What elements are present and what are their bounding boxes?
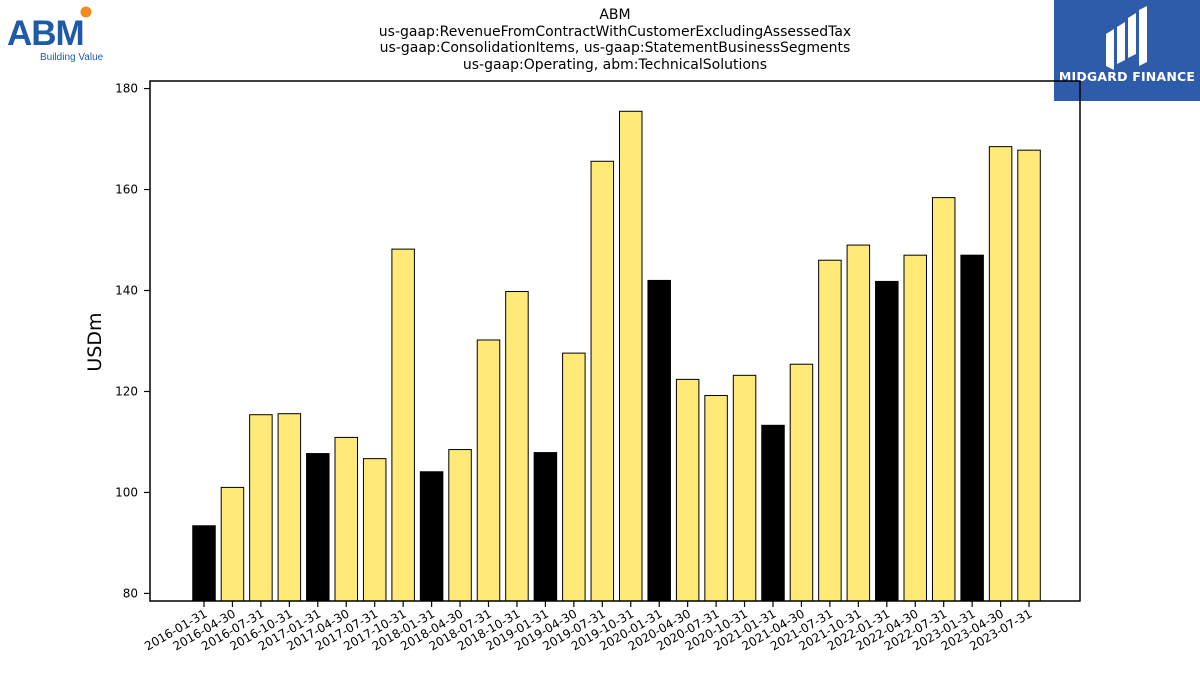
title-line-2: us-gaap:RevenueFromContractWithCustomerE… — [378, 23, 852, 40]
bar-2023-04-30 — [988, 146, 1013, 602]
bar-2022-07-31 — [931, 197, 956, 602]
bar-2018-01-31 — [419, 471, 444, 602]
abm-logo-text: ABM — [7, 14, 84, 53]
bar-2017-01-31 — [306, 453, 330, 602]
abm-logo-tagline: Building Value — [40, 52, 104, 63]
y-tick-label-120: 120 — [115, 384, 138, 398]
plot-frame — [149, 80, 1081, 602]
bar-2022-04-30 — [903, 254, 927, 602]
bar-2021-01-31 — [761, 424, 785, 602]
bar-2023-07-31 — [1017, 149, 1041, 602]
bar-2021-04-30 — [789, 363, 814, 602]
bar-2019-01-31 — [533, 452, 558, 602]
bar-2016-07-31 — [249, 414, 273, 602]
y-tick-label-160: 160 — [115, 183, 138, 197]
midgard-emblem-icon — [1106, 6, 1147, 70]
y-axis-label: USDm — [84, 312, 106, 371]
bar-2018-07-31 — [476, 339, 501, 602]
bars-group — [192, 110, 1041, 602]
x-axis-ticks: 2016-01-312016-04-302016-07-312016-10-31… — [142, 601, 1035, 653]
y-tick-label-100: 100 — [115, 485, 138, 499]
bar-2018-04-30 — [448, 449, 472, 602]
title-line-1: ABM — [599, 7, 631, 23]
bar-2017-10-31 — [391, 248, 415, 602]
title-line-3: us-gaap:ConsolidationItems, us-gaap:Stat… — [379, 40, 851, 56]
bar-2022-01-31 — [875, 280, 899, 602]
bar-2023-01-31 — [960, 254, 984, 602]
bar-2019-07-31 — [590, 160, 615, 602]
abm-logo: ABM Building Value — [6, 5, 116, 67]
bar-2020-04-30 — [675, 378, 700, 602]
bar-2017-04-30 — [334, 436, 358, 602]
bar-2019-10-31 — [619, 110, 643, 602]
bar-2020-07-31 — [704, 395, 728, 602]
chart-title: ABM us-gaap:RevenueFromContractWithCusto… — [300, 7, 930, 73]
abm-logo-dot — [80, 6, 92, 18]
midgard-logo-text: MIDGARD FINANCE — [1058, 69, 1196, 84]
bar-2016-10-31 — [277, 413, 302, 602]
y-tick-label-180: 180 — [115, 82, 138, 96]
bar-2018-10-31 — [505, 291, 529, 602]
title-line-4: us-gaap:Operating, abm:TechnicalSolution… — [462, 56, 768, 73]
bar-2017-07-31 — [362, 458, 387, 602]
bar-2016-04-30 — [220, 486, 245, 602]
y-tick-label-80: 80 — [123, 586, 138, 600]
bar-2020-10-31 — [732, 374, 757, 602]
midgard-finance-logo: MIDGARD FINANCE — [1054, 0, 1200, 101]
bar-2021-07-31 — [818, 259, 842, 602]
y-tick-label-140: 140 — [115, 284, 138, 298]
bar-2019-04-30 — [562, 352, 586, 602]
bar-2020-01-31 — [647, 279, 671, 602]
bar-2021-10-31 — [846, 244, 871, 602]
axes-group — [149, 80, 1081, 602]
y-axis-ticks: 80 100 120 140 160 180 — [115, 82, 150, 600]
bar-2016-01-31 — [192, 525, 216, 602]
